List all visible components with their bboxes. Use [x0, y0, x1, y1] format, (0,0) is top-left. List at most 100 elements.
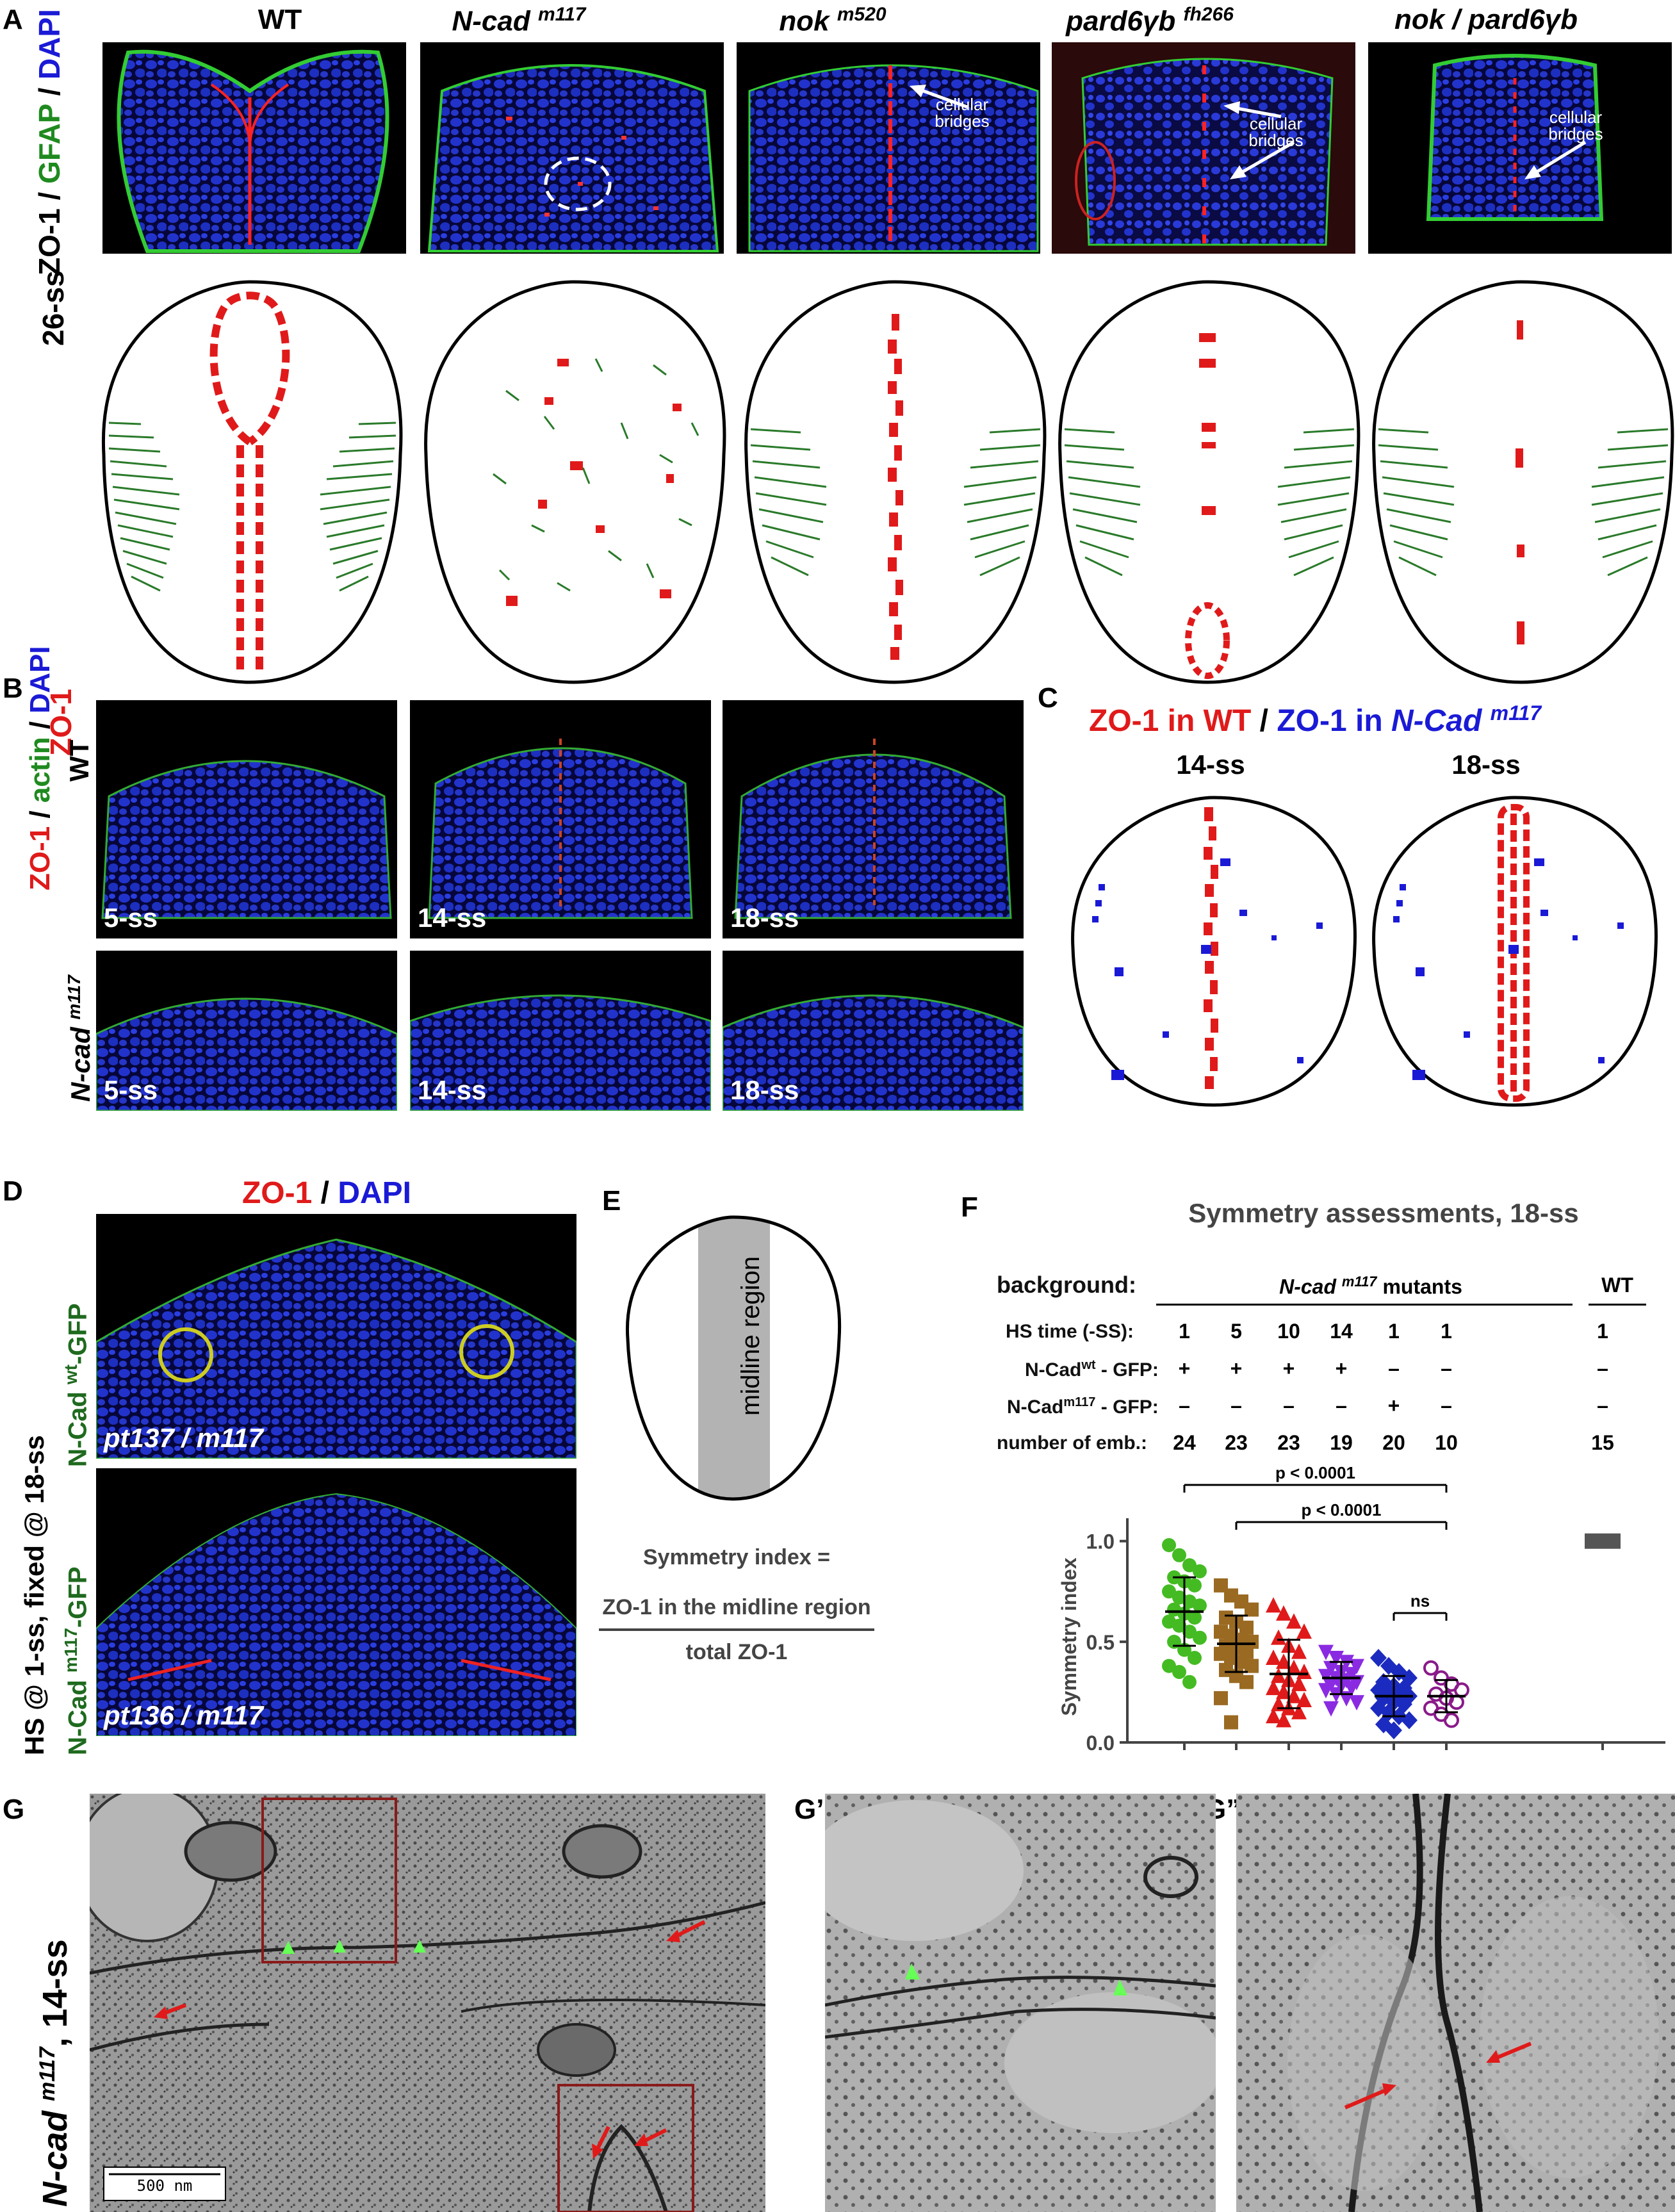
table-cell-hs-3: 14	[1330, 1320, 1353, 1343]
formula-numerator: ZO-1 in the midline region	[602, 1595, 871, 1619]
background-mutants: N-cad m117 mutants	[1279, 1274, 1462, 1299]
data-point	[1276, 1684, 1291, 1700]
outline-nok	[744, 280, 1047, 684]
micro-d-wt: pt137 / m117	[96, 1214, 576, 1459]
sig-bracket-3-label: ns	[1410, 1591, 1430, 1610]
y-tick-label: 0.0	[1086, 1732, 1115, 1755]
data-point	[1245, 1602, 1259, 1617]
table-cell-mut_gfp-2: –	[1283, 1394, 1295, 1417]
mutants-underline	[1156, 1304, 1573, 1306]
panel-d-construct-mut: N-Cad m117-GFP	[61, 1566, 92, 1755]
em-zoom-2	[1236, 1794, 1675, 2212]
data-point	[1193, 1630, 1207, 1645]
data-point	[1375, 1689, 1392, 1707]
panel-d-side: HS @ 1-ss, fixed @ 18-ss	[19, 1435, 49, 1755]
micro-a-ncad	[420, 42, 724, 254]
table-cell-emb-0: 24	[1173, 1431, 1196, 1454]
data-point	[1245, 1659, 1259, 1673]
data-point	[1172, 1548, 1186, 1562]
table-cell-mut_gfp-1: –	[1230, 1394, 1242, 1417]
panel-label-g1: G’	[794, 1794, 824, 1825]
panel-a-micrographs	[102, 42, 1672, 254]
table-cell-emb-3: 19	[1330, 1431, 1353, 1454]
micro-a-nok	[737, 42, 1040, 254]
sig-bracket-1-label: p < 0.0001	[1275, 1463, 1355, 1482]
table-cell-hs-4: 1	[1388, 1320, 1400, 1343]
panel-label-b: B	[3, 673, 23, 704]
data-point	[1444, 1712, 1459, 1728]
data-point	[1239, 1620, 1254, 1635]
data-point	[1323, 1701, 1339, 1717]
panel-c-title: ZO-1 in WT / ZO-1 in N-Cad m117	[1089, 701, 1542, 738]
outline-ncad	[424, 280, 726, 684]
micro-b-wt-18ss: 18-ss	[723, 700, 1024, 938]
scale-bar-label: 500 nm	[136, 2177, 193, 2195]
data-point	[1401, 1711, 1418, 1730]
micro-a-wt	[102, 42, 406, 254]
table-cell-emb-1: 23	[1225, 1431, 1248, 1454]
panel-e-schematic	[626, 1215, 842, 1501]
data-point	[1423, 1660, 1439, 1676]
panel-c-schematics	[1071, 796, 1658, 1107]
panel-b-row-ncad: N-cad m117	[64, 975, 95, 1102]
data-point	[1193, 1598, 1207, 1613]
data-point	[1380, 1657, 1397, 1675]
data-point	[1328, 1651, 1344, 1666]
row-wt-gfp: N-Cadwt - GFP:	[1025, 1358, 1159, 1380]
data-point	[1291, 1643, 1307, 1659]
data-point	[1266, 1597, 1281, 1613]
table-cell-wt_gfp-0: +	[1178, 1357, 1191, 1380]
data-point	[1172, 1665, 1186, 1679]
panel-g-side: N-cad m117, 14-ss	[35, 1939, 74, 2207]
table-cell-emb-6: 15	[1591, 1431, 1614, 1454]
formula-line	[599, 1628, 874, 1631]
formula-title: Symmetry index =	[643, 1545, 830, 1569]
panel-a-stage: 26-ss	[37, 270, 70, 346]
panel-label-a: A	[3, 4, 23, 35]
data-point	[1291, 1675, 1307, 1691]
micro-b-wt-5ss: 5-ss	[96, 700, 397, 938]
panel-d-title: ZO-1 / DAPI	[241, 1176, 412, 1210]
data-point	[1266, 1650, 1281, 1665]
sig-bracket-2-label: p < 0.0001	[1301, 1500, 1381, 1520]
data-point	[1182, 1675, 1197, 1689]
table-cell-hs-1: 5	[1230, 1320, 1242, 1343]
data-point	[1266, 1708, 1281, 1724]
table-cell-mut_gfp-5: –	[1441, 1394, 1452, 1417]
data-point	[1271, 1667, 1286, 1684]
data-point	[1162, 1538, 1176, 1552]
data-point	[1271, 1629, 1286, 1645]
row-hs: HS time (-SS):	[1006, 1321, 1134, 1342]
table-cell-mut_gfp-4: +	[1387, 1394, 1400, 1417]
table-cell-hs-5: 1	[1441, 1320, 1452, 1343]
data-point	[1276, 1712, 1291, 1728]
table-cell-wt_gfp-5: –	[1441, 1357, 1452, 1380]
micro-b-wt-14ss: 14-ss	[410, 700, 711, 938]
data-point	[1375, 1715, 1392, 1733]
table-cell-mut_gfp-3: –	[1336, 1394, 1347, 1417]
panel-c-stage-14: 14-ss	[1176, 750, 1245, 780]
outline-double	[1372, 280, 1674, 684]
row-emb: number of emb.:	[997, 1432, 1148, 1454]
table-cell-hs-2: 10	[1277, 1320, 1300, 1343]
data-point	[1349, 1695, 1364, 1711]
col-title-pard6: pard6γb fh266	[1066, 4, 1234, 37]
table-cell-wt_gfp-6: –	[1597, 1357, 1608, 1380]
data-point	[1214, 1691, 1228, 1705]
data-point	[1239, 1675, 1254, 1689]
wt-underline	[1589, 1304, 1646, 1306]
y-tick-label: 0.5	[1086, 1631, 1115, 1654]
data-point	[1193, 1564, 1207, 1578]
panel-b-stain-label: ZO-1 / actin / DAPI	[24, 646, 56, 890]
col-title-wt: WT	[257, 4, 302, 35]
data-point	[1276, 1653, 1291, 1669]
micro-d-mut: pt136 / m117	[96, 1468, 576, 1736]
y-axis-label: Symmetry index	[1058, 1557, 1081, 1716]
table-cell-wt_gfp-1: +	[1230, 1357, 1243, 1380]
data-point	[1296, 1623, 1312, 1639]
table-cell-wt_gfp-3: +	[1335, 1357, 1348, 1380]
data-point	[1296, 1692, 1312, 1707]
micro-a-pard6	[1052, 42, 1355, 254]
data-point	[1162, 1659, 1176, 1673]
